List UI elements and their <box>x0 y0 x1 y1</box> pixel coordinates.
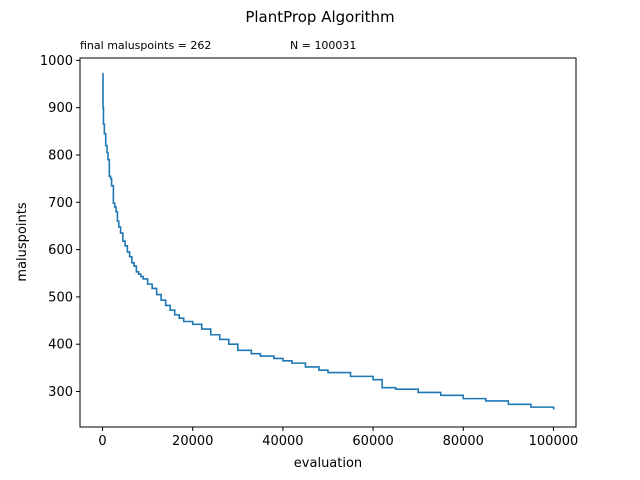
x-tick-label: 20000 <box>172 434 213 449</box>
x-tick-label: 40000 <box>262 434 303 449</box>
y-tick-label: 900 <box>48 101 73 116</box>
n-annotation: N = 100031 <box>290 39 356 52</box>
plot-frame <box>79 57 577 428</box>
final-maluspoints-annotation: final maluspoints = 262 <box>80 39 211 52</box>
axis-ticks: 0 20000 40000 60000 80000 100000 300 400 500 600 7… <box>40 54 578 449</box>
chart-title: PlantProp Algorithm <box>245 8 394 26</box>
series-line <box>102 72 555 410</box>
y-axis-label: maluspoints <box>15 202 30 281</box>
y-tick-label: 400 <box>48 338 73 353</box>
y-tick-label: 800 <box>48 148 73 163</box>
x-tick-label: 60000 <box>352 434 393 449</box>
y-tick-label: 1000 <box>40 54 73 69</box>
y-tick-label: 300 <box>48 385 73 400</box>
x-tick-label: 80000 <box>443 434 484 449</box>
y-tick-label: 500 <box>48 290 73 305</box>
x-tick-label: 0 <box>98 434 106 449</box>
x-axis-label: evaluation <box>294 456 362 471</box>
y-tick-label: 700 <box>48 196 73 211</box>
x-tick-label: 100000 <box>529 434 579 449</box>
y-tick-label: 600 <box>48 243 73 258</box>
